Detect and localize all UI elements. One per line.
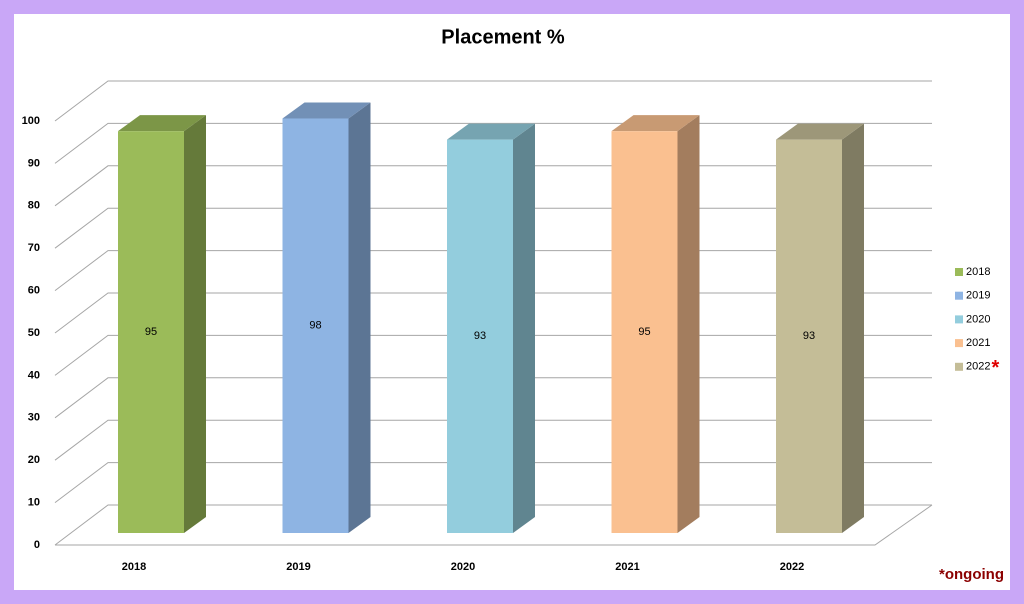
x-tick-label: 2022: [780, 561, 804, 573]
legend-swatch: [955, 315, 963, 324]
value-label: 98: [309, 320, 321, 332]
y-tick-label: 80: [28, 200, 40, 212]
bar-side: [677, 115, 700, 534]
value-label: 93: [803, 330, 815, 342]
y-tick-label: 20: [28, 454, 40, 466]
bar-top: [447, 123, 535, 140]
x-tick-label: 2020: [451, 561, 475, 573]
y-tick-label: 90: [28, 157, 40, 169]
y-tick-label: 10: [28, 497, 40, 509]
bar-side: [348, 102, 371, 534]
bar-side: [842, 123, 864, 534]
bar: [118, 131, 184, 533]
legend-swatch: [955, 362, 963, 371]
bar: [776, 139, 842, 534]
y-tick-label: 0: [34, 539, 40, 551]
legend-note-mark: *: [991, 357, 999, 379]
x-tick-label: 2019: [286, 561, 310, 573]
x-tick-label: 2018: [122, 561, 146, 573]
y-tick-label: 100: [22, 115, 40, 127]
bar-side: [184, 115, 206, 534]
bar: [611, 131, 678, 533]
bar-side: [513, 123, 535, 534]
bar-top: [776, 123, 864, 140]
y-tick-label: 50: [28, 327, 40, 339]
note: *ongoing: [939, 566, 1004, 583]
y-tick-label: 40: [28, 369, 40, 381]
bar-top: [118, 115, 206, 132]
legend-label: 2022: [966, 361, 990, 373]
bar-top: [611, 115, 700, 132]
legend-swatch: [955, 268, 963, 276]
y-tick-label: 70: [28, 242, 40, 254]
legend-label: 2021: [966, 337, 990, 349]
value-label: 95: [145, 326, 157, 338]
grid-line: [54, 80, 932, 122]
legend-label: 2018: [966, 266, 990, 278]
legend-label: 2019: [966, 290, 990, 302]
value-label: 95: [638, 326, 650, 338]
x-tick-label: 2021: [615, 561, 639, 573]
floor: [55, 504, 933, 546]
bar: [282, 118, 349, 534]
y-tick-label: 60: [28, 285, 40, 297]
chart-title: Placement %: [441, 26, 565, 48]
legend-label: 2020: [966, 313, 990, 325]
legend-swatch: [955, 291, 963, 300]
bar-top: [282, 102, 371, 119]
legend-swatch: [955, 339, 963, 348]
y-tick-label: 30: [28, 412, 40, 424]
value-label: 93: [474, 330, 486, 342]
bar: [447, 139, 513, 534]
